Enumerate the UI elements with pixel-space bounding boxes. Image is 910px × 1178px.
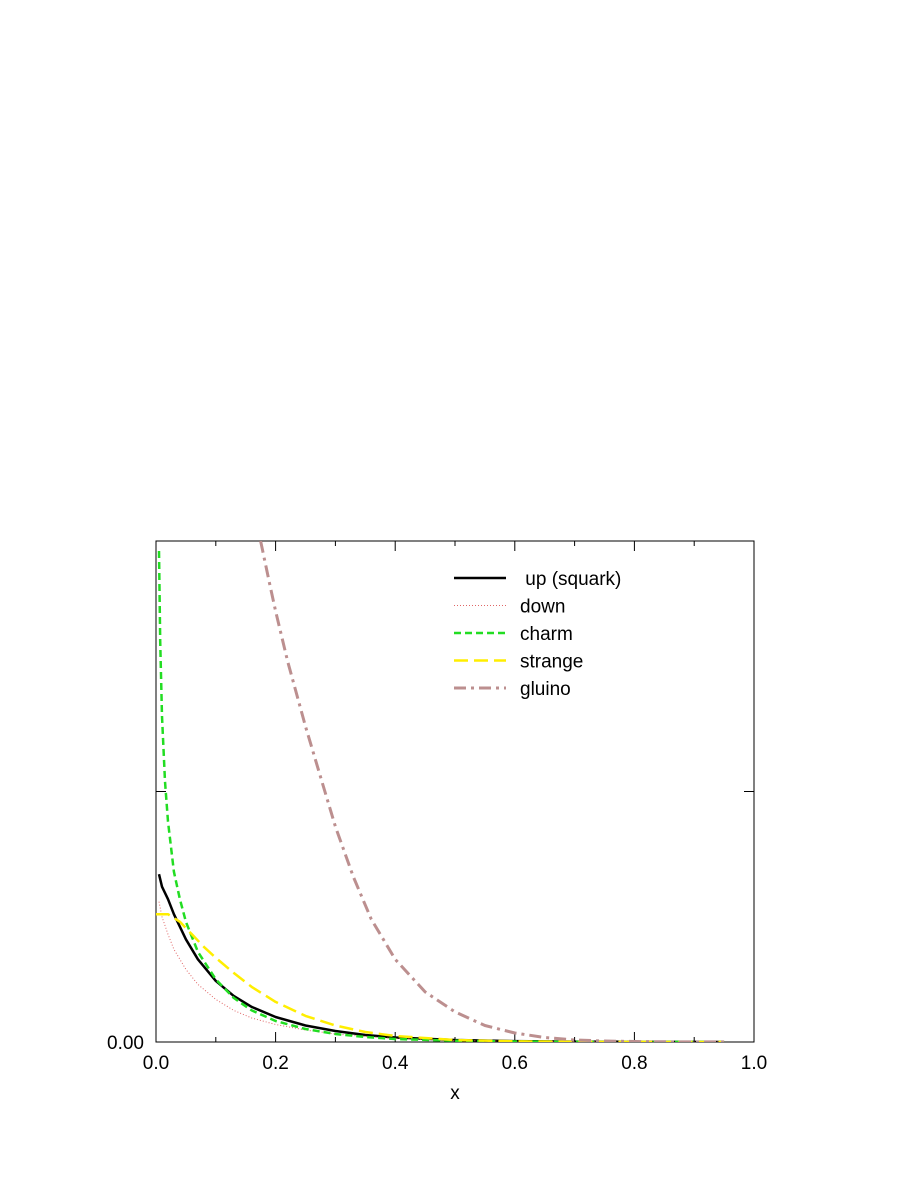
legend-label-3: strange: [520, 652, 583, 673]
series-line-1: [158, 901, 725, 1042]
series-line-3: [156, 912, 725, 1042]
x-tick-label: 0.6: [502, 1053, 528, 1074]
x-tick-label: 0.2: [262, 1053, 288, 1074]
series-line-4: [259, 541, 725, 1042]
y-tick-label: 0.00: [107, 1033, 144, 1054]
legend-label-4: gluino: [520, 679, 571, 700]
x-tick-label: 0.4: [382, 1053, 409, 1074]
series-layer: [156, 541, 725, 1042]
x-tick-label: 0.0: [143, 1053, 169, 1074]
ticks: 0.0 0.2 0.4 0.6 0.8 1.0 0.00: [107, 541, 767, 1074]
legend: up (squark) down charm strange gluino: [454, 569, 621, 700]
x-tick-label: 0.8: [621, 1053, 647, 1074]
legend-label-1: down: [520, 597, 565, 618]
x-axis-label: x: [450, 1083, 460, 1104]
legend-label-0: up (squark): [520, 569, 621, 590]
plot-frame: [155, 540, 755, 1043]
legend-label-2: charm: [520, 624, 573, 645]
x-tick-label: 1.0: [741, 1053, 767, 1074]
series-line-2: [157, 550, 725, 1042]
series-line-0: [157, 873, 725, 1042]
